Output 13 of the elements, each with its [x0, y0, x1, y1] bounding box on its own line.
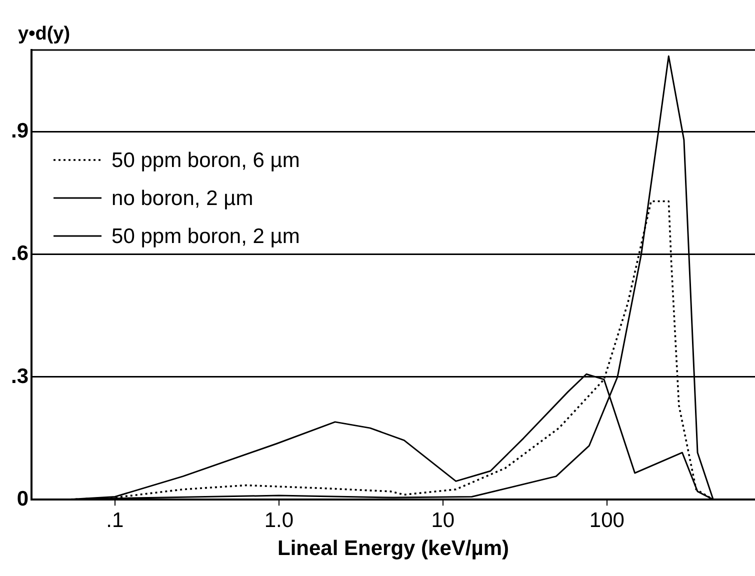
x-tick-label: .1 [106, 508, 124, 532]
x-tick-label: 100 [589, 508, 624, 532]
y-tick-label: .9 [11, 120, 29, 143]
x-axis-title: Lineal Energy (keV/µm) [278, 537, 510, 560]
y-axis-title: y•d(y) [18, 24, 70, 45]
y-tick-label: .6 [11, 242, 29, 266]
y-tick-label: 0 [16, 487, 29, 510]
legend-label: 50 ppm boron, 2 µm [112, 224, 300, 248]
y-tick-label: .3 [11, 364, 29, 388]
x-tick-label: 1.0 [264, 508, 294, 532]
x-tick-label: 10 [431, 508, 455, 532]
legend-label: 50 ppm boron, 6 µm [112, 148, 300, 172]
legend-label: no boron, 2 µm [112, 186, 254, 210]
